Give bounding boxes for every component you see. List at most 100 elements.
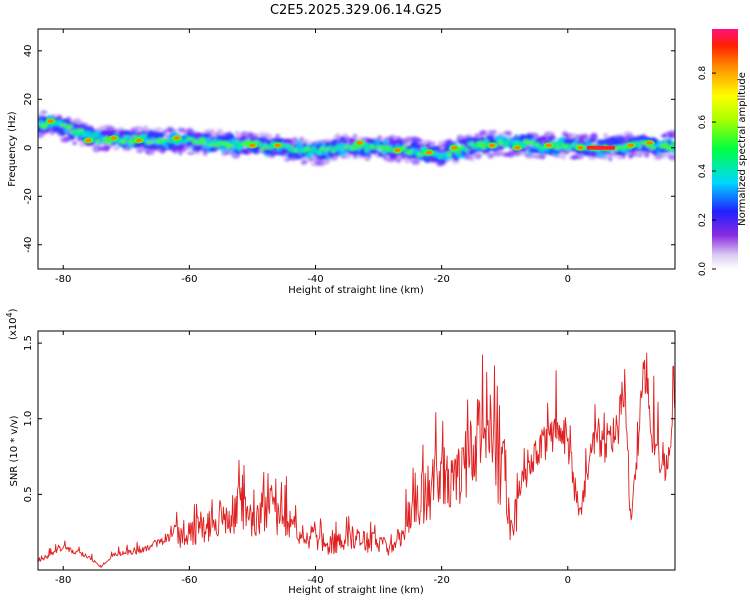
spectrogram-hotspot-core [135,138,142,143]
spectrogram-cell [203,129,212,135]
spectrogram-cell [105,125,116,131]
spectrogram-x-tick-label: -20 [433,274,449,285]
spectrogram-x-tick-label: 0 [565,274,571,285]
spectrogram-cell [208,143,214,147]
spectrogram-cell [503,130,513,136]
spectrogram-cell [417,152,425,157]
spectrogram-cell [95,139,100,144]
spectrogram-cell [637,144,642,150]
spectrogram-cell [447,152,452,157]
spectrogram-cell [205,138,212,144]
spectrogram-hotspot-core [577,145,584,150]
spectrogram-cell [509,139,515,143]
spectrogram-cell [440,158,446,164]
snr-x-tick-label: -40 [307,575,323,586]
spectrogram-cell [72,141,77,146]
spectrogram-cell [308,151,313,156]
spectrogram-cell [295,140,303,147]
spectrogram-cell [131,134,138,139]
snr-x-tick-label: 0 [565,575,571,586]
spectrogram-cell [315,149,323,155]
spectrogram-hotspot-core [173,136,180,140]
spectrogram-cell [480,144,487,150]
spectrogram-cell [653,143,660,148]
spectrogram-cell [78,141,86,148]
spectrogram-cell [588,138,597,143]
spectrogram-hotspot-core [110,136,117,140]
spectrogram-cell [553,146,562,150]
snr-frame [37,330,676,571]
spectrogram-cell [487,152,495,159]
colorbar-tick-label: 0.4 [698,164,708,179]
spectrogram-cell [327,145,333,150]
spectrogram-cell [433,145,441,151]
spectrogram-cell [40,110,48,115]
colorbar-tick-label: 0.6 [698,115,708,130]
spectrogram-cell [383,145,391,149]
spectrogram-cell [98,134,103,141]
spectrogram-cell [154,127,163,132]
spectrogram-cell [145,139,152,145]
spectrogram-cell [253,133,259,138]
spectrogram-cell [227,143,235,147]
spectrogram-hotspot-core [646,141,653,145]
spectrogram-cell [201,133,212,138]
spectrogram-cell [667,153,675,161]
spectrogram-cell [670,141,675,147]
spectrogram-cell [377,145,386,150]
snr-panel: -80 -60 -40 -20 0 0.5 1.0 1.5 Height of straig… [5,308,676,596]
chart-title: C2E5.2025.329.06.14.G25 [270,3,442,18]
spectrogram-cell [328,151,335,158]
spectrogram-cell [389,153,399,160]
spectrogram-cell [625,133,635,138]
spectrogram-hotspot-core [85,138,92,143]
spectrogram-cell [667,130,675,137]
spectrogram-cell [503,142,510,148]
spectrogram-cell [547,135,554,141]
snr-y-tick-label: 1.5 [23,335,34,351]
spectrogram-cell [616,155,623,160]
spectrogram-cell [304,139,309,144]
spectrogram-cell [210,140,218,144]
spectrogram-cell [119,139,127,145]
spectrogram-cell [377,151,384,157]
spectrogram-cell [76,128,85,133]
spectrogram-hotspot-core [489,143,496,148]
spectrogram-cell [124,129,130,136]
spectrogram-panel: -80 -60 -40 -20 0 -40 -20 0 20 40 Height of stra… [7,28,676,296]
spectrogram-hotspot-core [249,143,256,148]
spectrogram-hotspot-core [627,143,634,148]
colorbar-tick-label: 0.0 [698,262,708,277]
spectrogram-y-tick-label: 20 [23,93,34,106]
spectrogram-cell [136,148,144,154]
spectrogram-cell [539,135,548,142]
spectrogram-cell [243,149,249,154]
spectrogram-cell [644,152,650,158]
spectrogram-cell [640,136,651,141]
spectrogram-cell [463,148,470,152]
spectrogram-cell [352,134,358,138]
spectrogram-cell [112,145,120,151]
snr-y-tick-label: 0.5 [23,486,34,502]
spectrogram-cell [561,153,566,161]
spectrogram-cell [460,150,468,156]
spectrogram-frame [37,28,676,270]
spectrogram-cell [186,151,196,155]
spectrogram-cell [85,131,93,136]
spectrogram-cell [330,149,336,153]
spectrogram-hotspot-core [451,145,458,150]
snr-scale-label: (x104) [5,308,19,340]
spectrogram-cell [416,139,424,144]
snr-x-label: Height of straight line (km) [288,585,424,596]
spectrogram-cell [164,139,173,143]
spectrogram-cell [668,135,675,139]
spectrogram-cell [91,133,98,138]
spectrogram-hotspot-core [274,143,281,148]
colorbar-gradient [712,29,738,269]
spectrogram-cell [471,144,480,149]
spectrogram-cell [574,154,584,160]
spectrogram-cell [258,136,268,143]
spectrogram-cell [127,139,136,145]
snr-y-label: SNR (10 * v/v) [9,415,20,486]
spectrogram-cell [556,140,565,147]
